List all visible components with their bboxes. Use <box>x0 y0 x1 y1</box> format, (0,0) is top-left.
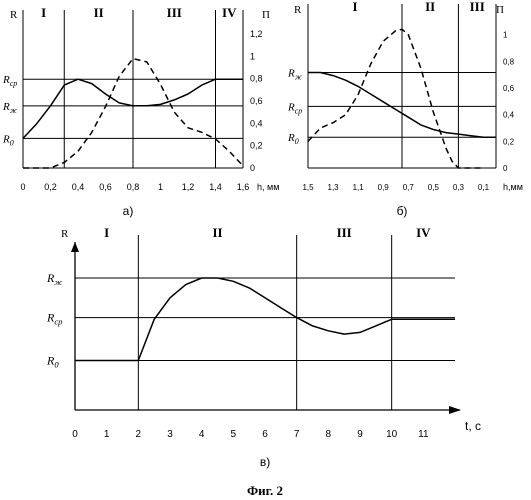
x-tick-label-10: 9 <box>357 429 363 440</box>
chart-a: IIIIIIIVRсрRжR0RП00,20,40,60,811,200,20,… <box>2 5 279 218</box>
right-tick-label-6: 1 <box>503 31 508 40</box>
panel-label: в) <box>260 455 270 469</box>
x-axis-label: t, с <box>465 419 481 433</box>
x-tick-label-8: 7 <box>294 429 300 440</box>
left-tick-label-2: Rср <box>287 101 302 115</box>
x-tick-label-1: 0 <box>72 429 78 440</box>
series-line-solid <box>75 278 455 361</box>
x-tick-label-11: 10 <box>386 429 398 440</box>
left-tick-label-1: Rср <box>2 74 17 88</box>
left-tick-label-3: R0 <box>2 133 14 147</box>
x-tick-label-3: 0,4 <box>72 182 85 192</box>
x-tick-label-4: 0,6 <box>99 182 112 192</box>
x-tick-label-1: 1,5 <box>302 183 314 192</box>
right-tick-label-4: 0,6 <box>250 96 263 106</box>
chart-c: IIIIIIIVRжRсрR0R01234567891011t, св) <box>46 225 481 469</box>
left-tick-label-2: Rж <box>2 101 18 115</box>
x-tick-label-6: 1 <box>158 182 163 192</box>
x-tick-label-4: 3 <box>167 429 173 440</box>
x-tick-label-6: 5 <box>231 429 237 440</box>
x-tick-label-4: 0,9 <box>378 183 390 192</box>
x-tick-label-9: 8 <box>326 429 332 440</box>
zone-label-1: I <box>352 0 357 14</box>
zone-label-4: IV <box>416 225 431 240</box>
chart-b: IIIIIIRжRсрR0RП00,20,40,60,811,51,31,10,… <box>287 0 523 218</box>
x-tick-label-7: 6 <box>262 429 268 440</box>
x-axis-arrow <box>449 406 461 414</box>
left-tick-label-3: R0 <box>46 354 59 370</box>
right-tick-label-3: 0,4 <box>503 111 515 120</box>
zone-label-3: III <box>337 225 352 240</box>
right-tick-label-1: 0 <box>250 163 255 173</box>
panel-label: б) <box>397 204 408 218</box>
right-tick-label-4: 0,6 <box>503 84 515 93</box>
x-tick-label-5: 0,8 <box>127 182 140 192</box>
x-tick-label-7: 1,2 <box>182 182 195 192</box>
right-axis-label: П <box>262 9 270 21</box>
zone-label-1: I <box>41 5 46 20</box>
x-tick-label-5: 4 <box>199 429 205 440</box>
x-tick-label-6: 0,5 <box>428 183 440 192</box>
x-tick-label-2: 0,2 <box>44 182 57 192</box>
x-tick-label-12: 11 <box>418 429 429 440</box>
x-tick-label-7: 0,3 <box>453 183 465 192</box>
zone-label-1: I <box>104 225 109 240</box>
panel-label: а) <box>123 204 134 218</box>
left-axis-label: R <box>294 4 302 16</box>
x-axis-label: h, мм <box>257 182 279 192</box>
right-axis-label: П <box>496 4 504 16</box>
left-tick-label-1: Rж <box>287 68 303 82</box>
left-axis-label: R <box>10 9 18 21</box>
x-tick-label-8: 0,1 <box>478 183 490 192</box>
right-tick-label-5: 0,8 <box>250 74 263 84</box>
zone-label-2: II <box>212 225 222 240</box>
right-tick-label-5: 0,8 <box>503 57 515 66</box>
y-axis-arrow <box>71 242 79 252</box>
right-tick-label-1: 0 <box>503 164 508 173</box>
left-axis-label: R <box>61 228 69 240</box>
x-tick-label-2: 1 <box>104 429 110 440</box>
figure-caption: Фиг. 2 <box>247 483 283 498</box>
x-axis-label: h,мм <box>503 182 523 192</box>
x-tick-label-9: 1,6 <box>237 182 250 192</box>
x-tick-label-3: 1,1 <box>353 183 365 192</box>
right-tick-label-7: 1,2 <box>250 29 263 39</box>
x-tick-label-1: 0 <box>20 182 25 192</box>
left-tick-label-2: Rср <box>46 311 63 327</box>
right-tick-label-6: 1 <box>250 51 255 61</box>
x-tick-label-2: 1,3 <box>328 183 340 192</box>
right-tick-label-2: 0,2 <box>250 141 263 151</box>
left-tick-label-1: Rж <box>46 271 62 287</box>
x-tick-label-8: 1,4 <box>209 182 222 192</box>
zone-label-4: IV <box>222 5 237 20</box>
series-line-dashed <box>308 29 484 168</box>
x-tick-label-5: 0,7 <box>403 183 415 192</box>
zone-label-3: III <box>470 0 485 14</box>
zone-label-2: II <box>94 5 104 20</box>
left-tick-label-3: R0 <box>287 132 299 146</box>
right-tick-label-3: 0,4 <box>250 118 263 128</box>
right-tick-label-2: 0,2 <box>503 137 515 146</box>
zone-label-3: III <box>167 5 182 20</box>
zone-label-2: II <box>425 0 435 14</box>
x-tick-label-3: 2 <box>136 429 142 440</box>
